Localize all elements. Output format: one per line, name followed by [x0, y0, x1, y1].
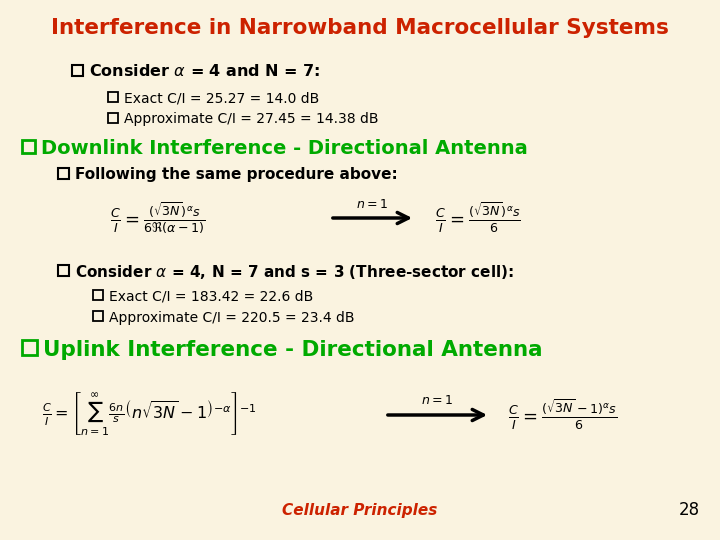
Text: $n=1$: $n=1$ [356, 198, 388, 211]
Text: Exact C/I = 25.27 = 14.0 dB: Exact C/I = 25.27 = 14.0 dB [124, 91, 319, 105]
Bar [22, 340, 37, 355]
Text: Downlink Interference - Directional Antenna: Downlink Interference - Directional Ante… [41, 138, 528, 158]
Bar [58, 265, 69, 276]
Text: $n=1$: $n=1$ [421, 394, 453, 407]
Bar [108, 92, 118, 102]
Text: Consider $\alpha$ = 4 and N = 7:: Consider $\alpha$ = 4 and N = 7: [89, 63, 320, 79]
Text: Approximate C/I = 27.45 = 14.38 dB: Approximate C/I = 27.45 = 14.38 dB [124, 112, 379, 126]
Text: 28: 28 [679, 501, 700, 519]
Bar [58, 168, 69, 179]
Bar [93, 311, 103, 321]
Text: Approximate C/I = 220.5 = 23.4 dB: Approximate C/I = 220.5 = 23.4 dB [109, 311, 354, 325]
Text: $\frac{C}{I} = \frac{(\sqrt{3N})^\alpha s}{6\Re(\alpha-1)}$: $\frac{C}{I} = \frac{(\sqrt{3N})^\alpha … [110, 200, 205, 236]
Bar [22, 140, 35, 153]
Bar [72, 65, 83, 76]
Text: Consider $\alpha$ = 4, N = 7 and s = 3 (Three-sector cell):: Consider $\alpha$ = 4, N = 7 and s = 3 (… [75, 263, 514, 281]
Bar [93, 290, 103, 300]
Text: $\frac{C}{I} = \frac{(\sqrt{3N}-1)^\alpha s}{6}$: $\frac{C}{I} = \frac{(\sqrt{3N}-1)^\alph… [508, 398, 617, 432]
Text: Exact C/I = 183.42 = 22.6 dB: Exact C/I = 183.42 = 22.6 dB [109, 290, 313, 304]
Text: Following the same procedure above:: Following the same procedure above: [75, 167, 397, 183]
Text: $\frac{C}{I} = \frac{(\sqrt{3N})^\alpha s}{6}$: $\frac{C}{I} = \frac{(\sqrt{3N})^\alpha … [435, 201, 521, 235]
Text: $\frac{C}{I} = \left[\sum_{n=1}^{\infty} \frac{6n}{s} \left(n\sqrt{3N}-1\right)^: $\frac{C}{I} = \left[\sum_{n=1}^{\infty}… [42, 392, 257, 438]
Text: Interference in Narrowband Macrocellular Systems: Interference in Narrowband Macrocellular… [51, 18, 669, 38]
Text: Uplink Interference - Directional Antenna: Uplink Interference - Directional Antenn… [43, 340, 543, 360]
Bar [108, 113, 118, 123]
Text: Cellular Principles: Cellular Principles [282, 503, 438, 517]
